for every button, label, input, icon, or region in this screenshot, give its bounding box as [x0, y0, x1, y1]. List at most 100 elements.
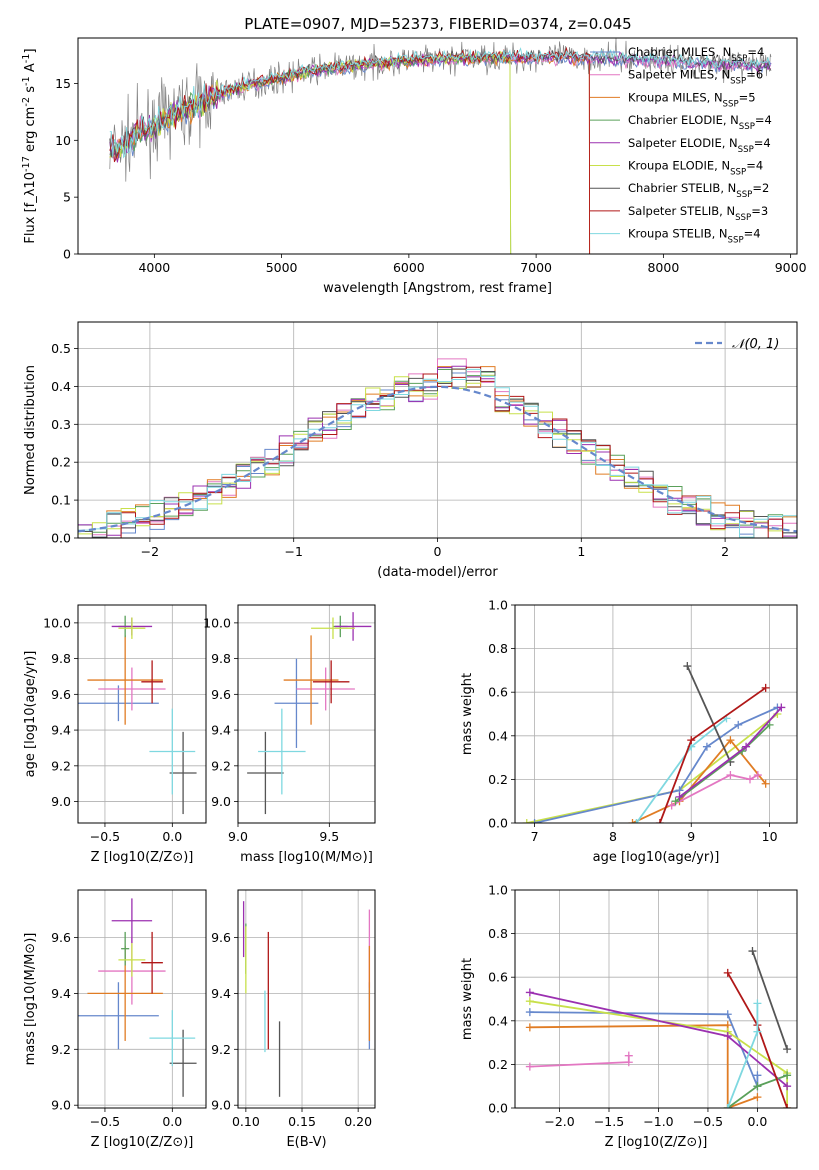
- x-tick-label: 0: [434, 544, 442, 559]
- errorbar-point: [311, 617, 355, 639]
- axes-frame: [237, 604, 376, 824]
- x-tick-label: 8: [609, 829, 617, 844]
- residual-histogram: [78, 368, 797, 538]
- panel-spectrum: 4000 5000 6000 7000 8000 9000 0 5 10 15 wavelength…: [21, 37, 807, 296]
- y-axis-label: mass weight: [460, 958, 475, 1040]
- errorbar-point: [111, 898, 153, 944]
- weight-series: [525, 1008, 762, 1091]
- series-marker: [655, 819, 664, 823]
- series-marker: [761, 779, 770, 788]
- series-marker: [525, 1008, 534, 1017]
- y-axis-label: Normed distribution: [23, 365, 38, 495]
- x-tick-label: −2.0: [544, 1114, 574, 1129]
- x-tick-label: 2: [721, 544, 729, 559]
- y-tick-label: 0.3: [51, 417, 71, 432]
- weight-series: [723, 999, 762, 1108]
- legend: Chabrier MILES, NSSP=4 Salpeter MILES, NS…: [590, 45, 772, 246]
- panel-mass-vs-Z: −0.5 0.0 9.0 9.2 9.4 9.6 Z [log10(Z/Z⊙)] mass […: [23, 889, 207, 1150]
- y-tick-label: 0: [63, 247, 71, 262]
- weight-series: [671, 720, 774, 806]
- x-tick-label: 0.10: [232, 1114, 260, 1129]
- x-axis-label: E(B-V): [286, 1135, 326, 1150]
- legend-entry: 𝒩(0, 1): [732, 337, 779, 352]
- errorbar-point: [334, 612, 372, 641]
- weight-series: [667, 771, 762, 810]
- y-tick-label: 9.6: [51, 687, 71, 702]
- errorbar-point: [247, 731, 284, 815]
- weight-series: [522, 710, 782, 823]
- model-spectrum: [109, 53, 772, 161]
- x-tick-label: −0.5: [693, 1114, 723, 1129]
- panel-weight-vs-Z: −2.0 −1.5 −1.0 −0.5 0.0 0.0 0.2 0.4 0.6 0.8 1.0 Z […: [460, 883, 798, 1150]
- grid: [238, 890, 375, 1108]
- y-tick-label: 10.0: [43, 615, 71, 630]
- series-marker: [522, 819, 531, 823]
- errorbar-point: [169, 731, 197, 815]
- y-tick-label: 9.2: [51, 1042, 71, 1057]
- x-tick-label: 9000: [775, 260, 807, 275]
- errorbar-point: [98, 667, 166, 711]
- y-tick-label: 0.2: [488, 1057, 508, 1072]
- model-spectrum: [109, 47, 772, 159]
- y-tick-label: 0.4: [488, 728, 508, 743]
- y-tick-label: 9.4: [211, 986, 231, 1001]
- series-marker: [753, 1071, 762, 1080]
- series-marker: [742, 742, 751, 751]
- grid: [237, 605, 375, 823]
- plot-area: [78, 358, 797, 538]
- plot-area: [242, 901, 371, 1097]
- errorbar-point: [169, 1029, 197, 1097]
- errorbar-point: [149, 1010, 196, 1067]
- series-marker: [624, 1051, 633, 1060]
- errorbar-point: [78, 982, 159, 1050]
- axes-frame: [77, 604, 207, 824]
- plot-area: [247, 612, 372, 815]
- figure-title: PLATE=0907, MJD=52373, FIBERID=0374, z=0…: [244, 15, 631, 33]
- x-axis-label: (data-model)/error: [377, 565, 498, 580]
- series-line: [529, 1055, 630, 1068]
- x-axis-label: mass [log10(M/M⊙)]: [240, 850, 373, 865]
- series-marker: [671, 797, 680, 806]
- y-tick-label: 9.8: [51, 651, 71, 666]
- series-marker: [667, 801, 676, 810]
- weight-series: [530, 703, 782, 823]
- series-marker: [748, 947, 757, 956]
- y-tick-label: 0.6: [488, 685, 508, 700]
- errorbar-point: [118, 617, 146, 639]
- x-tick-label: −1.0: [643, 1114, 673, 1129]
- series-marker: [726, 736, 735, 745]
- legend-entry: Kroupa MILES, NSSP=5: [628, 90, 756, 109]
- series-line: [686, 665, 732, 763]
- y-tick-label: 9.0: [51, 1098, 71, 1113]
- y-tick-label: 9.2: [211, 1042, 231, 1057]
- series-marker: [753, 1027, 762, 1036]
- y-tick-label: 9.2: [211, 758, 231, 773]
- series-line: [529, 1011, 759, 1087]
- series-marker: [687, 736, 696, 745]
- x-tick-label: 0.15: [288, 1114, 316, 1129]
- errorbar-point: [258, 708, 306, 795]
- series-line: [632, 738, 767, 823]
- y-tick-label: 5: [63, 190, 71, 205]
- series-marker: [753, 999, 762, 1008]
- y-tick-label: 0.2: [51, 455, 71, 470]
- series-marker: [628, 819, 637, 823]
- errorbar-point: [149, 708, 196, 795]
- x-tick-label: −0.5: [90, 1114, 120, 1129]
- errorbar-point: [274, 658, 319, 748]
- series-line: [529, 1000, 788, 1108]
- plots-layer: 4000 5000 6000 7000 8000 9000051015wavelength…: [21, 37, 807, 1150]
- series-marker: [723, 1010, 732, 1019]
- x-axis-label: Z [log10(Z/Z⊙)]: [91, 1135, 194, 1150]
- series-line: [529, 1024, 758, 1108]
- series-marker: [675, 792, 684, 801]
- panel-age-vs-Z: −0.5 0.0 9.0 9.2 9.4 9.6 9.8 10.0 Z [log10(Z/Z⊙)…: [23, 604, 207, 865]
- weight-series: [525, 988, 792, 1091]
- series-marker: [530, 819, 539, 823]
- x-tick-label: 0.0: [747, 1114, 767, 1129]
- x-tick-label: 8000: [647, 260, 679, 275]
- weight-series: [525, 1051, 633, 1071]
- grid: [78, 890, 206, 1108]
- x-tick-label: 7000: [520, 260, 552, 275]
